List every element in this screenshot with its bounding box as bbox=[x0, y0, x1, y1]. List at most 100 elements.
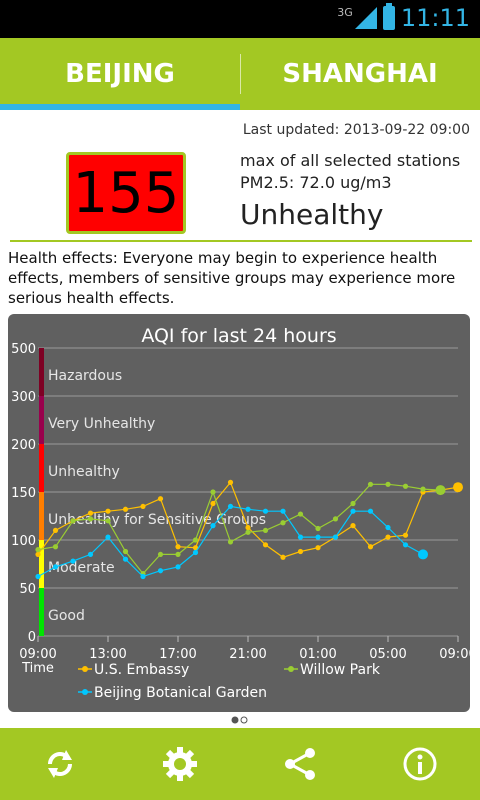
pager-dot-active bbox=[231, 716, 239, 724]
x-tick-label: 09:00 bbox=[19, 647, 56, 662]
data-point bbox=[105, 508, 111, 514]
x-axis-label: Time bbox=[21, 661, 54, 676]
data-point bbox=[332, 534, 339, 540]
data-point bbox=[192, 545, 199, 551]
band-label: Unhealthy bbox=[48, 464, 120, 480]
aqi-summary: max of all selected stations PM2.5: 72.0… bbox=[240, 150, 460, 231]
signal-icon bbox=[354, 7, 377, 29]
share-button[interactable] bbox=[260, 728, 340, 800]
active-tab-indicator bbox=[0, 104, 240, 110]
aqi-band bbox=[39, 540, 44, 588]
tab-beijing[interactable]: BEIJING bbox=[65, 59, 175, 89]
chart-title: AQI for last 24 hours bbox=[141, 325, 336, 347]
data-point bbox=[35, 547, 41, 553]
band-label: Hazardous bbox=[48, 368, 122, 384]
data-point bbox=[122, 548, 129, 555]
data-point bbox=[385, 481, 391, 487]
refresh-button[interactable] bbox=[20, 728, 100, 800]
bottom-toolbar bbox=[0, 728, 480, 800]
data-point bbox=[35, 551, 41, 558]
x-tick-label: 01:00 bbox=[299, 647, 336, 662]
network-indicator: 3G bbox=[337, 6, 353, 19]
data-point bbox=[87, 516, 94, 522]
data-point bbox=[402, 542, 409, 548]
data-point bbox=[227, 503, 234, 510]
data-point bbox=[175, 564, 181, 570]
share-icon bbox=[285, 748, 315, 780]
settings-icon bbox=[163, 747, 197, 781]
info-button[interactable] bbox=[380, 728, 460, 800]
x-tick-label: 21:00 bbox=[229, 647, 266, 662]
data-point-latest bbox=[418, 549, 428, 560]
data-point bbox=[350, 500, 356, 507]
y-tick-label: 0 bbox=[28, 630, 36, 645]
data-point bbox=[227, 479, 234, 485]
clock: 11:11 bbox=[400, 4, 470, 32]
data-point bbox=[140, 503, 146, 510]
data-point bbox=[367, 544, 374, 550]
data-point bbox=[122, 556, 129, 562]
data-point bbox=[315, 534, 321, 540]
data-point bbox=[367, 508, 374, 514]
x-tick-label: 13:00 bbox=[89, 647, 126, 662]
aqi-band bbox=[39, 348, 44, 397]
battery-icon bbox=[382, 3, 395, 30]
data-point bbox=[192, 537, 199, 543]
pager-dot bbox=[240, 716, 248, 724]
y-tick-label: 500 bbox=[11, 342, 36, 357]
data-point bbox=[262, 542, 269, 548]
y-tick-label: 200 bbox=[11, 438, 36, 453]
data-point bbox=[192, 549, 199, 556]
aqi-chart-panel: AQI for last 24 hours Good Moderate Unhealt… bbox=[8, 314, 477, 712]
legend-marker bbox=[288, 666, 294, 672]
aqi-band bbox=[39, 492, 44, 541]
data-point bbox=[350, 508, 356, 514]
data-point bbox=[297, 534, 304, 540]
settings-button[interactable] bbox=[140, 728, 220, 800]
data-point bbox=[315, 525, 321, 532]
tab-shanghai[interactable]: SHANGHAI bbox=[282, 59, 438, 89]
data-point bbox=[385, 524, 391, 531]
aqi-band bbox=[39, 587, 44, 636]
aqi-band bbox=[39, 443, 44, 492]
legend-marker bbox=[82, 666, 88, 672]
data-point bbox=[70, 558, 76, 564]
data-point bbox=[245, 506, 251, 512]
aqi-chart: AQI for last 24 hours Good Moderate Unhealt… bbox=[11, 325, 477, 701]
data-point bbox=[280, 554, 286, 560]
data-point bbox=[227, 539, 234, 545]
data-point bbox=[402, 483, 409, 489]
y-tick-label: 150 bbox=[11, 486, 36, 501]
aqi-subtitle: max of all selected stations bbox=[240, 151, 461, 170]
data-point bbox=[87, 510, 94, 516]
tab-divider bbox=[240, 54, 241, 94]
data-point bbox=[157, 568, 164, 574]
data-point bbox=[140, 573, 146, 580]
data-point bbox=[105, 534, 111, 540]
data-point-latest bbox=[435, 485, 446, 496]
band-label: Very Unhealthy bbox=[48, 416, 155, 432]
data-point-latest bbox=[453, 482, 463, 493]
aqi-value-box: 155 bbox=[66, 152, 186, 234]
data-point bbox=[262, 508, 269, 514]
data-point bbox=[420, 486, 426, 492]
data-point bbox=[52, 527, 59, 534]
data-point bbox=[87, 551, 94, 558]
status-bar: 3G 11:11 bbox=[0, 0, 480, 38]
series-line bbox=[37, 483, 441, 575]
y-tick-label: 300 bbox=[11, 390, 36, 405]
aqi-level: Unhealthy bbox=[240, 198, 384, 231]
data-point bbox=[350, 523, 356, 529]
data-point bbox=[245, 529, 251, 535]
refresh-icon bbox=[48, 750, 72, 778]
data-point bbox=[262, 527, 269, 534]
data-point bbox=[332, 516, 339, 522]
data-point bbox=[245, 524, 251, 531]
data-point bbox=[367, 481, 374, 487]
data-point bbox=[122, 506, 129, 512]
legend-marker bbox=[82, 689, 88, 695]
city-tabs: BEIJING SHANGHAI bbox=[0, 38, 480, 110]
data-point bbox=[105, 518, 111, 524]
aqi-band bbox=[39, 396, 44, 444]
pager-dots bbox=[231, 716, 248, 724]
